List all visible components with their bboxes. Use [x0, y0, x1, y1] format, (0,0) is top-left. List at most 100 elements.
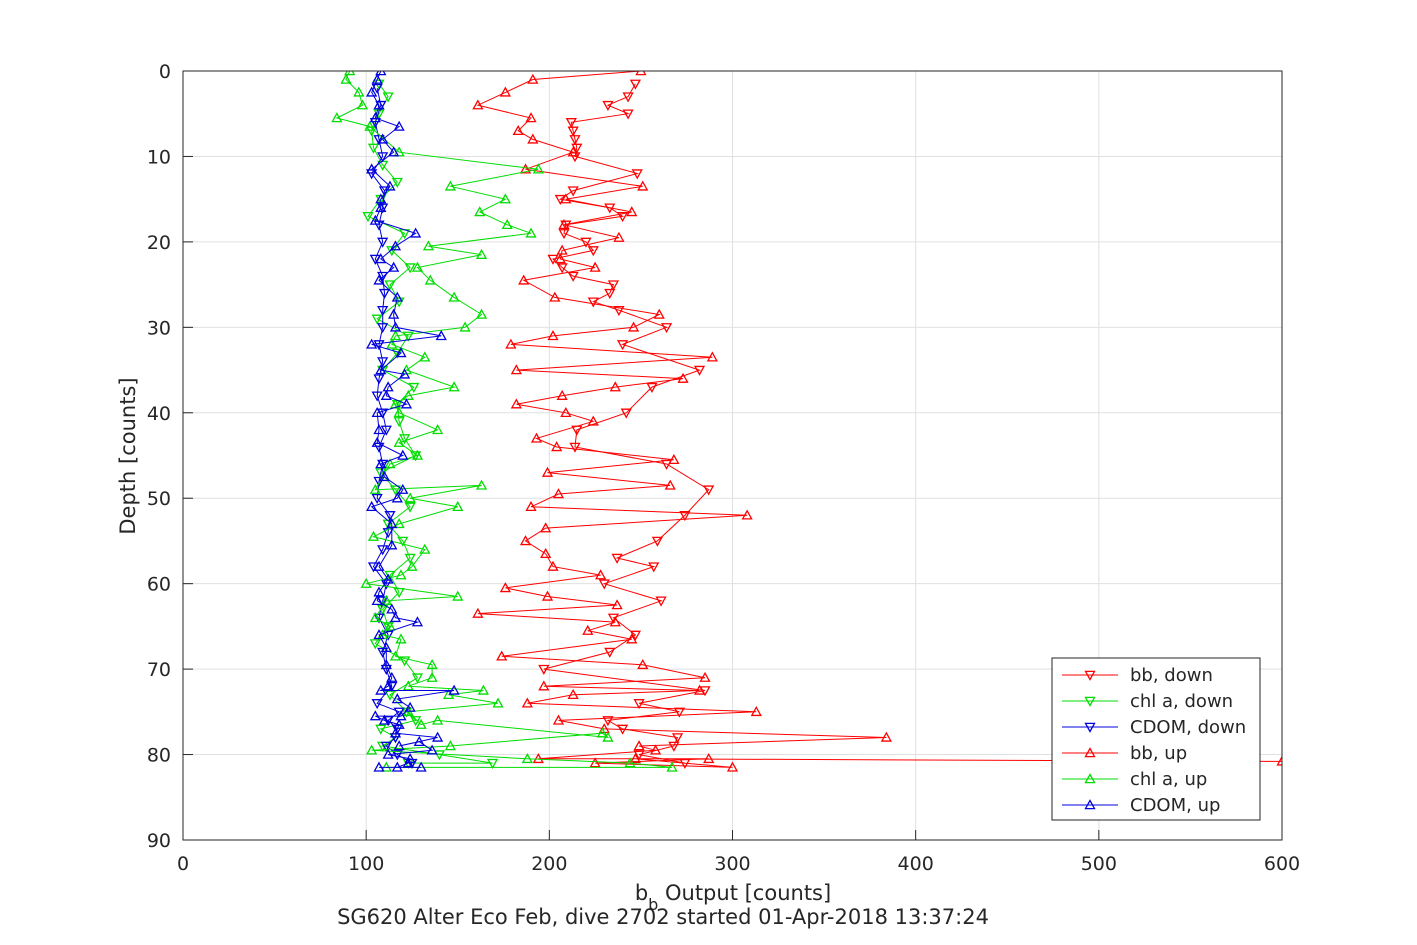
- data-point: [475, 248, 488, 259]
- data-point: [693, 365, 706, 376]
- data-point: [380, 641, 392, 652]
- legend-label: chl a, up: [1130, 769, 1207, 790]
- data-point: [558, 229, 570, 240]
- data-point: [519, 535, 532, 546]
- legend-label: CDOM, down: [1130, 717, 1246, 738]
- data-point: [375, 201, 387, 212]
- data-point: [373, 424, 385, 435]
- data-point: [375, 71, 387, 76]
- legend-item: bb, up: [1062, 743, 1187, 764]
- data-point: [637, 659, 649, 670]
- data-point: [651, 536, 664, 547]
- data-point: [391, 693, 403, 704]
- data-point: [377, 647, 389, 658]
- data-point: [384, 690, 396, 701]
- legend-label: CDOM, up: [1130, 795, 1220, 816]
- data-point: [402, 680, 414, 691]
- data-point: [360, 577, 372, 588]
- data-point: [391, 750, 403, 761]
- data-point: [393, 120, 405, 131]
- data-point: [402, 331, 414, 342]
- data-point: [373, 99, 385, 110]
- data-point: [371, 594, 383, 606]
- data-point: [426, 659, 438, 670]
- data-point: [411, 673, 424, 684]
- data-point: [448, 291, 460, 302]
- data-point: [393, 297, 405, 308]
- series-line-bb-down: [543, 83, 710, 764]
- data-point: [626, 206, 638, 217]
- data-point: [382, 92, 394, 103]
- data-point: [637, 180, 649, 191]
- data-point: [369, 710, 381, 721]
- data-point: [422, 240, 435, 251]
- data-point: [567, 271, 579, 282]
- x-tick-label: 0: [177, 853, 189, 875]
- data-point: [706, 351, 718, 362]
- data-point: [741, 509, 753, 520]
- data-point: [547, 330, 559, 341]
- data-point: [369, 639, 381, 650]
- data-point: [554, 253, 566, 264]
- x-tick-label: 300: [714, 853, 750, 875]
- data-point: [377, 459, 389, 470]
- data-point: [362, 212, 374, 223]
- data-point: [532, 752, 544, 764]
- data-point: [679, 511, 691, 522]
- data-point: [373, 374, 385, 385]
- data-point: [633, 740, 645, 751]
- data-point: [373, 560, 385, 571]
- data-point: [393, 740, 405, 751]
- data-point: [340, 73, 352, 84]
- data-point: [880, 731, 892, 742]
- data-point: [393, 417, 405, 428]
- data-point: [677, 372, 689, 383]
- data-point: [371, 314, 383, 325]
- data-point: [486, 758, 499, 769]
- data-point: [388, 146, 400, 157]
- y-axis-title: Depth [counts]: [116, 377, 140, 534]
- data-point: [431, 714, 444, 725]
- data-point: [538, 664, 550, 675]
- data-point: [611, 553, 623, 564]
- data-point: [540, 522, 552, 533]
- x-tick-label: 400: [898, 853, 934, 875]
- data-point: [402, 389, 414, 400]
- data-point: [393, 406, 405, 418]
- data-point: [649, 744, 662, 755]
- data-point: [556, 244, 568, 255]
- series-layer: [331, 71, 1282, 772]
- chart-caption: SG620 Alter Eco Feb, dive 2702 started 0…: [337, 905, 989, 929]
- data-point: [389, 733, 402, 744]
- data-point: [404, 492, 416, 503]
- data-point: [477, 684, 489, 695]
- data-point: [598, 579, 610, 590]
- data-point: [424, 274, 436, 285]
- data-point: [399, 656, 411, 667]
- data-point: [521, 697, 533, 708]
- data-point: [397, 483, 409, 494]
- data-point: [400, 398, 413, 409]
- data-point: [569, 442, 581, 453]
- data-point: [375, 364, 387, 375]
- x-axis-title-subscript: b: [648, 895, 658, 914]
- data-point: [371, 406, 383, 418]
- data-point: [373, 340, 385, 351]
- data-point: [499, 86, 511, 97]
- data-point: [378, 288, 391, 299]
- data-point: [366, 338, 378, 349]
- x-axis-title-rest: Output [counts]: [658, 881, 831, 905]
- data-point: [406, 560, 418, 571]
- axis-ticks: 0 100 200 300 400 500 600 0 10 20 30 40 50 60 70 80 90: [147, 61, 1300, 875]
- data-point: [431, 424, 444, 435]
- legend-swatch-marker: [1084, 799, 1096, 810]
- data-point: [571, 143, 583, 154]
- data-point: [609, 616, 621, 627]
- data-point: [378, 714, 391, 725]
- x-axis-title: bb Output [counts]: [635, 881, 831, 914]
- data-point: [369, 612, 381, 623]
- data-point: [616, 212, 629, 223]
- y-tick-label: 40: [147, 403, 171, 425]
- data-point: [411, 449, 424, 460]
- data-point: [629, 630, 642, 641]
